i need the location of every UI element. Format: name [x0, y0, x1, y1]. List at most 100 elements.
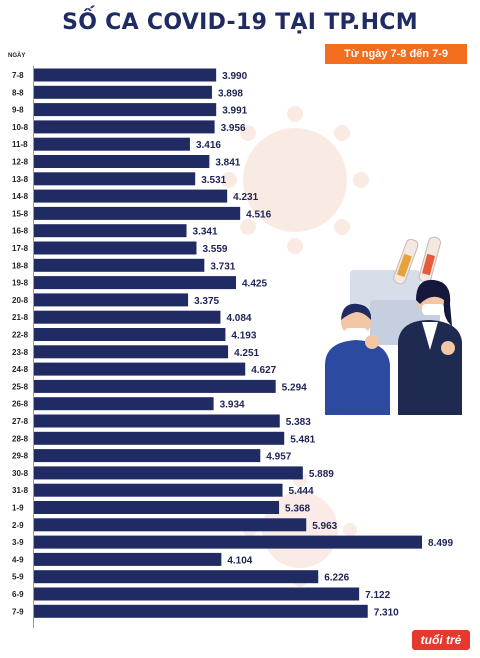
- value-label: 5.294: [282, 382, 307, 393]
- bar: [34, 137, 190, 151]
- bar: [34, 155, 210, 168]
- category-label: 1-9: [12, 504, 24, 513]
- category-label: 29-8: [12, 452, 29, 461]
- category-label: 11-8: [12, 140, 28, 149]
- value-label: 4.193: [231, 331, 256, 342]
- category-label: 12-8: [12, 158, 29, 167]
- virus-illustration: [221, 106, 369, 254]
- value-label: 8.499: [428, 538, 453, 549]
- bar: [34, 258, 205, 272]
- category-label: 31-8: [12, 486, 29, 495]
- value-label: 3.841: [215, 158, 240, 169]
- value-label: 6.226: [324, 573, 349, 584]
- bar: [34, 206, 241, 220]
- value-label: 4.957: [266, 452, 291, 463]
- bar: [34, 276, 237, 290]
- value-label: 3.531: [201, 175, 226, 186]
- bar: [34, 120, 215, 134]
- bar: [34, 431, 285, 445]
- category-label: 23-8: [12, 348, 29, 357]
- category-label: 7-8: [12, 71, 24, 80]
- value-label: 3.341: [193, 227, 218, 238]
- value-label: 5.963: [312, 521, 337, 532]
- category-label: 26-8: [12, 400, 29, 409]
- bar: [34, 552, 222, 566]
- bar: [34, 483, 283, 497]
- bar: [34, 449, 261, 463]
- category-label: 14-8: [12, 192, 29, 201]
- category-label: 5-9: [12, 573, 24, 582]
- category-axis-label: NGÀY: [8, 53, 26, 59]
- category-label: 9-8: [12, 106, 24, 115]
- value-label: 4.104: [227, 555, 252, 566]
- category-label: 4-9: [12, 555, 24, 564]
- value-label: 3.990: [222, 71, 247, 82]
- value-label: 5.481: [290, 434, 315, 445]
- category-label: 20-8: [12, 296, 29, 305]
- category-label: 19-8: [12, 279, 29, 288]
- value-label: 4.231: [233, 192, 258, 203]
- people-illustration: [325, 236, 462, 415]
- value-label: 5.368: [285, 504, 310, 515]
- category-label: 15-8: [12, 209, 29, 218]
- bar: [34, 604, 368, 618]
- value-label: 3.559: [202, 244, 227, 255]
- bar: [34, 172, 196, 186]
- bar: [34, 310, 221, 324]
- category-label: 22-8: [12, 331, 29, 340]
- category-axis-line: [33, 66, 34, 628]
- category-label: 8-8: [12, 88, 24, 97]
- category-label: 2-9: [12, 521, 24, 530]
- bar: [34, 397, 214, 411]
- bar: [34, 379, 276, 393]
- value-label: 3.934: [220, 400, 245, 411]
- value-label: 3.416: [196, 140, 221, 151]
- bar: [34, 241, 197, 255]
- category-label: 21-8: [12, 313, 29, 322]
- bar: [34, 345, 229, 359]
- bar: [34, 535, 422, 549]
- value-label: 3.898: [218, 88, 243, 99]
- category-label: 13-8: [12, 175, 29, 184]
- bar: [34, 85, 212, 99]
- bar: [34, 414, 280, 428]
- category-label: 30-8: [12, 469, 29, 478]
- category-label: 6-9: [12, 590, 24, 599]
- value-label: 3.375: [194, 296, 219, 307]
- bar: [34, 501, 280, 514]
- value-label: 3.731: [210, 261, 235, 272]
- value-label: 4.516: [246, 209, 271, 220]
- tuoi-tre-logo: tuổi trẻ: [412, 630, 470, 650]
- value-label: 4.084: [226, 313, 251, 324]
- value-label: 3.991: [222, 106, 247, 117]
- bar: [34, 293, 189, 307]
- bar: [34, 224, 187, 238]
- date-range-badge: Từ ngày 7-8 đến 7-9: [325, 44, 467, 64]
- category-label: 3-9: [12, 538, 24, 547]
- bar: [34, 68, 217, 82]
- bar: [34, 518, 307, 532]
- bar: [34, 103, 217, 117]
- value-label: 5.383: [286, 417, 311, 428]
- category-label: 24-8: [12, 365, 29, 374]
- category-label: 10-8: [12, 123, 29, 132]
- value-label: 7.122: [365, 590, 390, 601]
- bar: [34, 587, 360, 601]
- value-label: 3.956: [221, 123, 246, 134]
- category-label: 7-9: [12, 607, 24, 616]
- bar: [34, 328, 226, 341]
- category-label: 17-8: [12, 244, 29, 253]
- category-label: 28-8: [12, 434, 29, 443]
- category-label: 16-8: [12, 227, 29, 236]
- value-label: 4.627: [251, 365, 276, 376]
- category-label: 27-8: [12, 417, 29, 426]
- category-label: 18-8: [12, 261, 29, 270]
- category-label: 25-8: [12, 382, 29, 391]
- bar: [34, 466, 303, 480]
- value-label: 5.889: [309, 469, 334, 480]
- bar: [34, 362, 246, 376]
- value-label: 5.444: [289, 486, 314, 497]
- value-label: 7.310: [374, 607, 399, 618]
- value-label: 4.251: [234, 348, 259, 359]
